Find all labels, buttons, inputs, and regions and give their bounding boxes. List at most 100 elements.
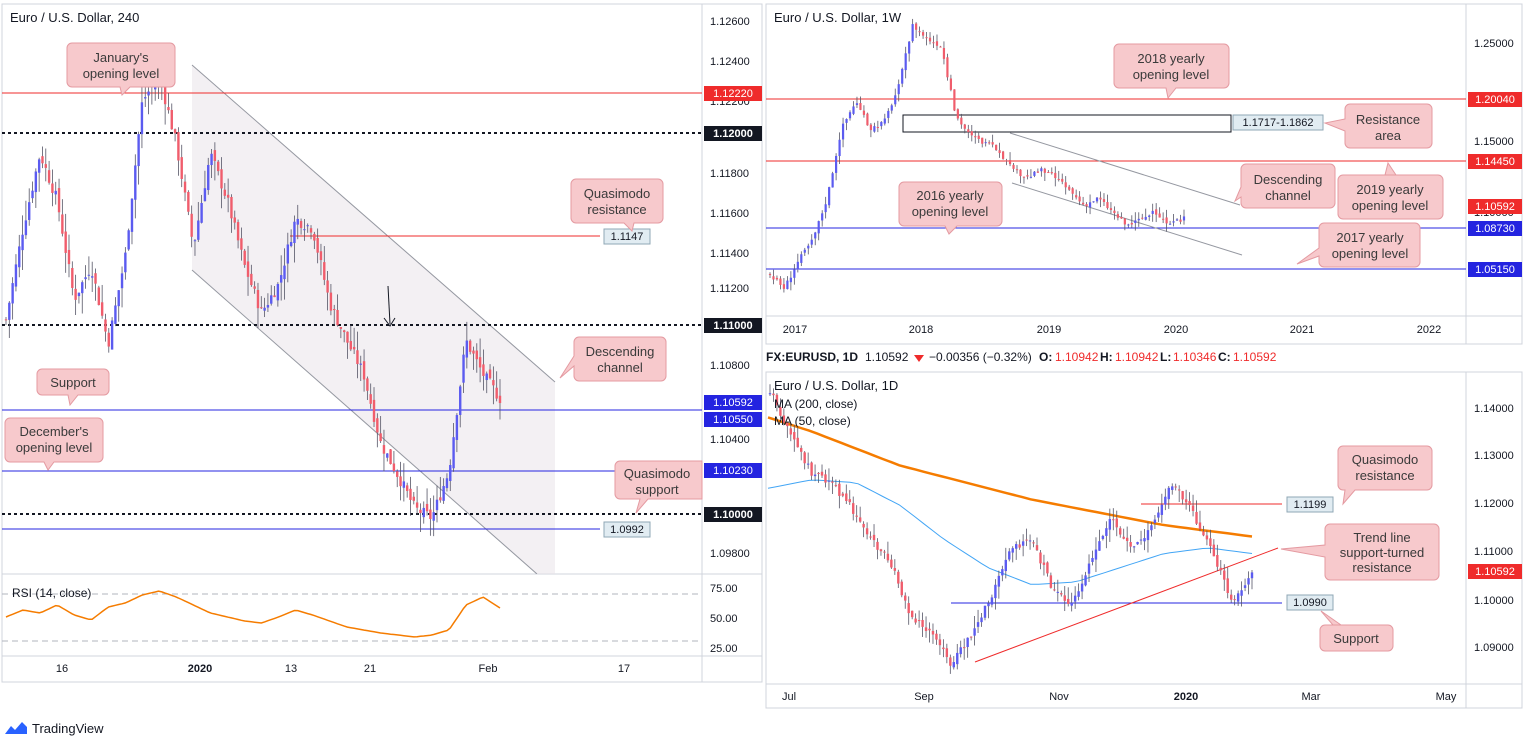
candle-body: [925, 37, 928, 39]
price-tag: 1.10592: [1475, 566, 1515, 578]
candle-body: [810, 462, 813, 476]
candle-body: [1101, 535, 1105, 539]
level-label-1-0990: 1.0990: [1293, 597, 1327, 609]
candle-body: [1033, 171, 1036, 176]
candle-body: [197, 220, 200, 240]
candle-body: [1167, 487, 1170, 500]
candle-body: [415, 502, 419, 508]
candle-body: [904, 53, 907, 71]
candle-body: [991, 142, 994, 145]
candle-body: [984, 142, 987, 144]
h4-y-tick: 1.11400: [710, 248, 749, 260]
callout-line: Support: [50, 375, 96, 390]
candle-body: [990, 597, 994, 605]
candle-body: [1040, 168, 1043, 172]
candle-body: [299, 221, 303, 228]
price-tag: 1.10550: [713, 414, 753, 426]
rsi-pane: RSI (14, close) 75.00 50.00 25.00: [2, 583, 738, 655]
candle-body: [260, 307, 263, 309]
candle-body: [1001, 151, 1005, 159]
h4-y-tick: 1.09800: [710, 548, 750, 560]
callout-line: opening level: [1332, 246, 1409, 261]
candle-body: [1229, 594, 1233, 600]
weekly-x-axis: 2017 2018 2019 2020 2021 2022: [783, 324, 1441, 336]
candle-body: [969, 636, 973, 638]
candle-body: [319, 251, 323, 261]
candle-body: [1122, 536, 1125, 539]
tradingview-logo[interactable]: TradingView: [4, 718, 104, 738]
weekly-chart-title: Euro / U.S. Dollar, 1W: [774, 10, 902, 25]
candle-body: [796, 437, 799, 448]
candle-body: [887, 110, 890, 118]
zone-label: 1.1717-1.1862: [1243, 117, 1314, 129]
candle-body: [1132, 546, 1136, 548]
candle-body: [1022, 176, 1026, 178]
h4-x-tick: 2020: [188, 663, 212, 675]
candle-body: [366, 378, 369, 391]
candle-body: [1247, 578, 1250, 585]
weekly-callouts: 2018 yearly opening level Resistance are…: [898, 43, 1444, 268]
ma200-legend: MA (200, close): [774, 397, 857, 411]
candle-body: [107, 332, 110, 347]
candle-body: [478, 357, 482, 368]
candle-body: [1056, 591, 1060, 593]
weekly-x-tick: 2021: [1290, 324, 1314, 336]
h4-x-axis: 16 2020 13 21 Feb 17: [56, 663, 630, 675]
candle-body: [1085, 204, 1088, 207]
candle-body: [1012, 164, 1015, 169]
candle-body: [1026, 175, 1029, 177]
candle-body: [379, 433, 382, 442]
callout-line: support: [635, 482, 679, 497]
weekly-y-tick: 1.25000: [1474, 38, 1514, 50]
level-label-1-1147: 1.1147: [611, 231, 644, 243]
candle-body: [1223, 570, 1226, 580]
candle-body: [835, 155, 838, 173]
candle-body: [821, 213, 824, 221]
candle-body: [362, 361, 366, 380]
candle-body: [273, 295, 276, 298]
candle-body: [1043, 168, 1046, 173]
candle-body: [498, 395, 502, 404]
callout-line: opening level: [16, 440, 93, 455]
candle-body: [1039, 552, 1042, 564]
candle-body: [429, 509, 432, 520]
ohlc-low: 1.10346: [1173, 350, 1217, 364]
candle-body: [1209, 538, 1212, 547]
candle-body: [170, 109, 173, 130]
price-tag: 1.11000: [713, 320, 752, 332]
candle-body: [386, 453, 389, 458]
candle-body: [946, 57, 949, 78]
candle-body: [779, 278, 782, 285]
candle-body: [44, 164, 47, 168]
candle-body: [786, 280, 789, 290]
candle-body: [382, 445, 386, 454]
candle-body: [449, 465, 452, 482]
candle-body: [914, 618, 917, 623]
ohlc-high: 1.10942: [1115, 350, 1159, 364]
candle-body: [824, 204, 827, 213]
candle-body: [779, 406, 782, 416]
channel-shading: [192, 65, 555, 574]
candle-body: [1091, 557, 1094, 562]
h4-plot-area: [2, 56, 702, 574]
candle-body: [928, 37, 932, 42]
candle-body: [286, 244, 290, 264]
candle-body: [1137, 218, 1140, 221]
candle-body: [1134, 220, 1137, 224]
callout-line: Quasimodo: [1352, 452, 1418, 467]
candle-body: [997, 575, 1001, 587]
weekly-x-tick: 2022: [1417, 324, 1441, 336]
candle-body: [772, 393, 775, 396]
daily-y-axis: 1.14000 1.13000 1.12000 1.11000 1.10000 …: [1474, 403, 1514, 654]
candle-body: [981, 137, 984, 144]
candle-body: [41, 156, 44, 164]
candle-body: [4, 319, 8, 321]
candle-body: [952, 662, 955, 668]
candle-body: [953, 89, 956, 111]
candle-body: [1094, 549, 1098, 560]
candle-body: [890, 105, 893, 111]
daily-plot-area: [767, 384, 1282, 674]
ohlc-o-label: O:: [1039, 350, 1052, 364]
candle-body: [904, 595, 907, 601]
candle-body: [1082, 202, 1085, 205]
